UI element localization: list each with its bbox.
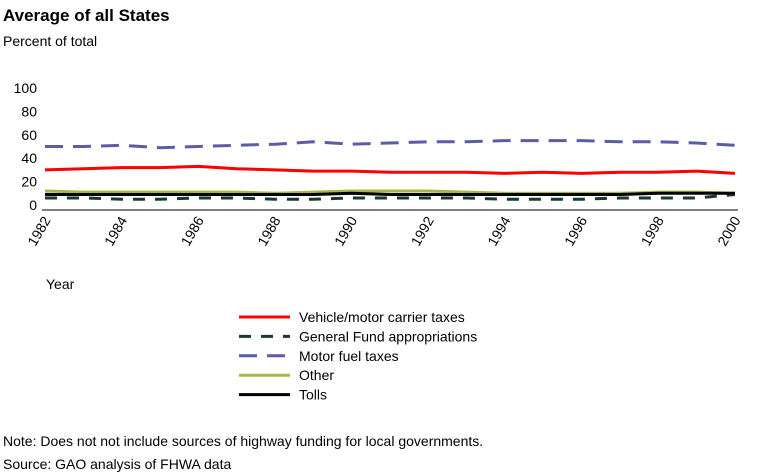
y-tick-label: 80 <box>21 103 37 119</box>
chart-subtitle: Percent of total <box>3 33 98 49</box>
x-tick-label: 1986 <box>177 213 207 248</box>
x-tick-label: 1984 <box>101 213 131 248</box>
legend-label: Motor fuel taxes <box>299 348 399 364</box>
legend-label: General Fund appropriations <box>299 328 477 344</box>
x-tick-label: 1996 <box>561 213 591 248</box>
y-tick-label: 60 <box>21 127 37 143</box>
y-axis-ticks: 0 20 40 60 80 100 <box>14 80 38 213</box>
legend: Vehicle/motor carrier taxes General Fund … <box>239 309 477 403</box>
x-tick-label: 2000 <box>714 213 744 248</box>
series-line-0 <box>44 164 736 175</box>
series-lines <box>44 139 736 201</box>
x-tick-label: 1988 <box>254 213 284 248</box>
y-tick-label: 20 <box>21 174 37 190</box>
y-tick-label: 40 <box>21 150 37 166</box>
x-tick-label: 1992 <box>407 213 437 248</box>
series-line-2 <box>45 139 736 150</box>
chart-title: Average of all States <box>3 6 170 25</box>
x-tick-label: 1990 <box>331 213 361 248</box>
x-tick-label: 1994 <box>484 213 514 248</box>
legend-label: Other <box>299 367 334 383</box>
y-tick-label: 100 <box>14 80 38 96</box>
legend-label: Vehicle/motor carrier taxes <box>299 309 465 325</box>
series-line-4 <box>45 191 735 196</box>
note-text: Note: Does not not include sources of hi… <box>3 433 484 449</box>
y-tick-label: 0 <box>29 197 37 213</box>
source-text: Source: GAO analysis of FHWA data <box>3 456 232 472</box>
x-axis-label: Year <box>46 276 75 292</box>
x-tick-label: 1982 <box>24 213 54 248</box>
x-tick-label: 1998 <box>637 213 667 248</box>
x-axis-ticks: 1982 1984 1986 1988 1990 1992 1994 1996 1998 2000 <box>24 213 744 248</box>
legend-label: Tolls <box>299 387 327 403</box>
series-line-1 <box>45 193 736 201</box>
